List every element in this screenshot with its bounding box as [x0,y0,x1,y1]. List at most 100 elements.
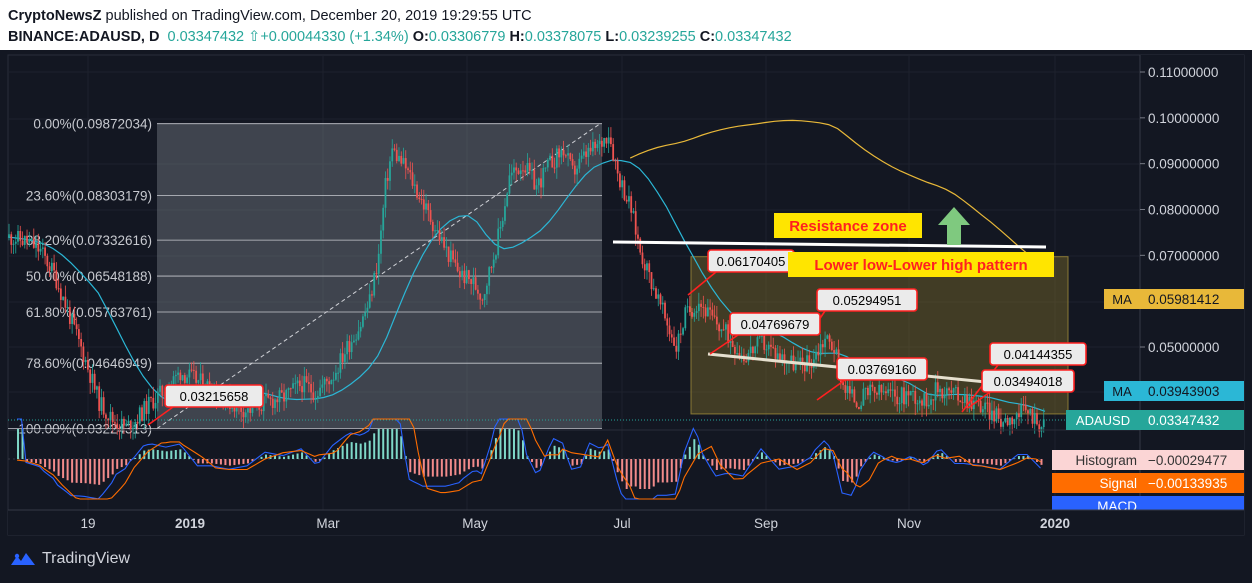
candle-body [544,167,547,169]
candle-body [1020,404,1023,418]
macd-histogram-bar [409,459,412,473]
candle-body [510,172,513,176]
open-value: 0.03306779 [428,29,506,45]
candle-body [316,396,319,399]
candle-body [19,230,22,241]
price-chart[interactable]: 0.00%(0.09872034) 23.60%(0.08303179) 38.20… [0,50,1252,540]
callout-box [816,288,918,312]
macd-histogram-bar [918,459,921,461]
candle-body [80,339,83,347]
x-tick-label: Nov [897,516,921,531]
candle-body [878,384,881,395]
candle-body [35,242,37,248]
price-tag-name-bg [1104,381,1140,401]
candle-body [880,384,883,393]
candle-body [605,137,608,144]
candle-body [939,388,941,393]
candle-body [357,331,360,340]
indicator-name: Signal [1099,476,1137,491]
candle-body [729,340,732,344]
callout-value: 0.03494018 [994,374,1063,389]
candle-body [456,262,459,272]
candle-body [555,148,558,168]
indicator-name-bg [1052,450,1140,470]
macd-histogram-bar [679,459,682,469]
candle-body [77,329,80,340]
candle-body [801,357,804,364]
macd-histogram-bar [688,446,691,459]
macd-histogram-bar [729,459,732,469]
candle-body [307,382,310,384]
candle-body [972,400,975,410]
macd-histogram-bar [494,438,497,459]
macd-histogram-bar [292,454,295,459]
macd-histogram-bar [941,453,944,459]
macd-histogram-bar [995,459,998,466]
macd-histogram-bar [603,451,606,459]
macd-histogram-bar [594,450,597,459]
macd-histogram-bar [589,448,592,459]
macd-histogram-bar [161,450,164,459]
fib-level-label: 100.00%(0.03224313) [18,421,152,436]
callout-value: 0.03215658 [180,389,249,404]
candle-body [914,391,917,404]
candle-body [443,237,445,248]
tradingview-logo[interactable]: TradingView [10,550,130,568]
macd-histogram-bar [116,459,119,469]
macd-histogram-bar [661,459,664,483]
candle-body [524,170,527,173]
macd-histogram-bar [999,459,1002,466]
callout-pointer [816,379,846,401]
candle-body [195,370,198,383]
candle-body [720,329,723,332]
candle-body [670,334,673,338]
candle-body [776,353,779,359]
macd-histogram-bar [959,459,962,462]
candle-body [129,420,132,431]
macd-histogram-bar [98,459,101,485]
candle-body [380,230,382,254]
candle-body [1036,413,1038,425]
macd-histogram-bar [720,459,723,470]
candle-body [686,306,689,308]
indicator-value: −0.00133935 [1148,476,1227,491]
candle-body [386,178,389,181]
macd-histogram-bar [724,459,727,469]
candle-body [145,401,148,414]
candle-body [715,316,718,325]
candle-body [305,376,308,383]
macd-histogram-bar [643,459,646,489]
candle-body [562,149,565,156]
candle-body [610,137,612,145]
macd-histogram-bar [463,459,466,472]
candle-body [134,422,137,428]
candle-body [118,428,121,430]
candle-body [402,158,405,164]
candle-body [519,170,522,174]
macd-histogram-bar [377,429,380,459]
candle-body [14,241,17,244]
candle-body [628,196,630,202]
candle-body [463,270,466,284]
candle-body [984,402,987,410]
macd-histogram-bar [927,459,930,462]
candle-body [580,155,583,159]
x-tick-label: May [462,516,488,531]
macd-histogram-bar [134,457,137,459]
candle-body [537,178,540,186]
macd-histogram-bar [228,459,231,466]
candle-body [93,373,96,390]
candle-body [948,388,950,391]
candle-body [190,369,193,371]
candle-body [682,328,684,335]
macd-histogram-bar [192,459,195,460]
candle-body [927,404,930,407]
macd-histogram-bar [778,459,781,466]
macd-histogram-bar [107,459,110,479]
candle-body [132,427,134,431]
candle-body [702,306,705,308]
macd-histogram-bar [242,459,245,464]
candle-body [1004,418,1007,423]
candle-body [826,335,829,339]
candle-body [314,398,317,400]
